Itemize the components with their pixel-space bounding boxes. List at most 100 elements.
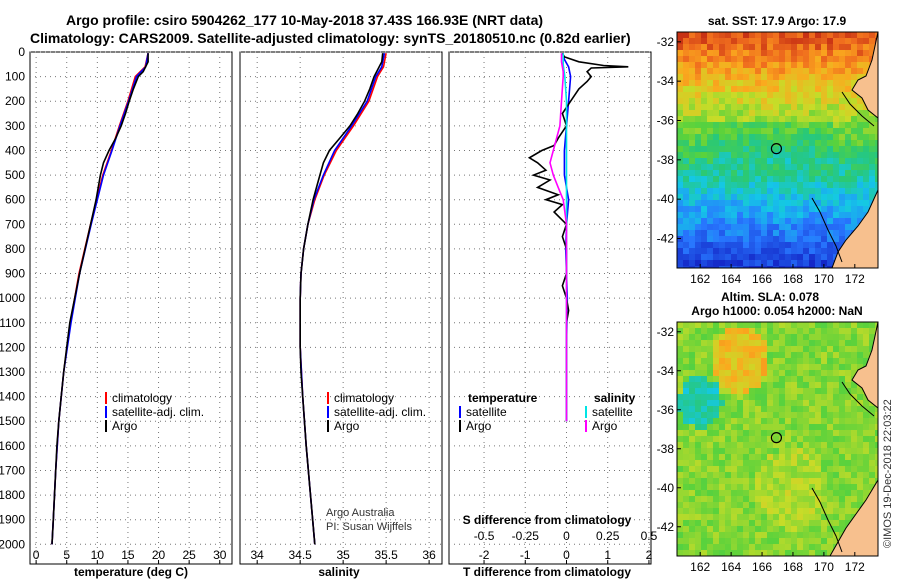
- map-cell: [713, 86, 719, 92]
- map-cell: [833, 388, 839, 394]
- map-cell: [803, 176, 809, 182]
- map-cell: [815, 376, 821, 382]
- map-cell: [863, 478, 869, 484]
- map-cell: [767, 122, 773, 128]
- map-cell: [695, 400, 701, 406]
- map-cell: [701, 478, 707, 484]
- map-cell: [767, 376, 773, 382]
- lat-tick-label: -38: [657, 153, 675, 167]
- map-cell: [755, 496, 761, 502]
- sla-land-south-island: [829, 479, 878, 556]
- map-cell: [857, 62, 863, 68]
- map-cell: [815, 134, 821, 140]
- map-cell: [809, 56, 815, 62]
- map-cell: [797, 544, 803, 550]
- map-cell: [755, 544, 761, 550]
- map-cell: [719, 260, 725, 266]
- map-cell: [767, 194, 773, 200]
- map-cell: [857, 412, 863, 418]
- map-cell: [785, 400, 791, 406]
- map-cell: [737, 266, 743, 268]
- map-cell: [779, 322, 785, 328]
- map-cell: [755, 352, 761, 358]
- map-cell: [737, 200, 743, 206]
- map-cell: [869, 38, 875, 44]
- map-cell: [773, 334, 779, 340]
- map-cell: [677, 382, 683, 388]
- map-cell: [707, 194, 713, 200]
- map-cell: [731, 32, 737, 38]
- map-cell: [713, 152, 719, 158]
- legend-argo: Argo: [112, 419, 138, 433]
- map-cell: [695, 176, 701, 182]
- map-cell: [719, 352, 725, 358]
- map-cell: [761, 260, 767, 266]
- map-cell: [773, 544, 779, 550]
- map-cell: [683, 254, 689, 260]
- map-cell: [803, 454, 809, 460]
- map-cell: [755, 340, 761, 346]
- map-cell: [767, 266, 773, 268]
- map-cell: [743, 388, 749, 394]
- map-cell: [731, 322, 737, 328]
- map-cell: [839, 182, 845, 188]
- map-cell: [845, 490, 851, 496]
- map-cell: [731, 104, 737, 110]
- map-cell: [695, 152, 701, 158]
- map-cell: [695, 92, 701, 98]
- map-cell: [683, 122, 689, 128]
- map-cell: [803, 412, 809, 418]
- map-cell: [821, 212, 827, 218]
- map-cell: [761, 164, 767, 170]
- map-cell: [779, 248, 785, 254]
- map-cell: [839, 104, 845, 110]
- map-cell: [857, 140, 863, 146]
- map-cell: [713, 346, 719, 352]
- map-cell: [875, 448, 878, 454]
- map-cell: [689, 496, 695, 502]
- map-cell: [815, 466, 821, 472]
- map-cell: [725, 248, 731, 254]
- map-cell: [749, 496, 755, 502]
- map-cell: [821, 412, 827, 418]
- map-cell: [773, 370, 779, 376]
- map-cell: [749, 98, 755, 104]
- map-cell: [731, 538, 737, 544]
- map-cell: [749, 322, 755, 328]
- map-cell: [761, 140, 767, 146]
- map-cell: [815, 260, 821, 266]
- map-cell: [719, 206, 725, 212]
- map-cell: [797, 436, 803, 442]
- map-cell: [701, 254, 707, 260]
- map-cell: [827, 50, 833, 56]
- map-cell: [785, 134, 791, 140]
- map-cell: [743, 170, 749, 176]
- map-cell: [773, 406, 779, 412]
- map-cell: [815, 346, 821, 352]
- map-cell: [827, 248, 833, 254]
- map-cell: [743, 50, 749, 56]
- map-cell: [827, 550, 833, 556]
- map-cell: [791, 122, 797, 128]
- map-cell: [815, 520, 821, 526]
- map-cell: [791, 92, 797, 98]
- map-cell: [827, 508, 833, 514]
- map-cell: [785, 230, 791, 236]
- map-cell: [815, 176, 821, 182]
- map-cell: [815, 74, 821, 80]
- map-cell: [749, 44, 755, 50]
- map-cell: [737, 50, 743, 56]
- map-cell: [845, 188, 851, 194]
- map-cell: [755, 358, 761, 364]
- map-cell: [689, 418, 695, 424]
- map-cell: [833, 146, 839, 152]
- map-cell: [809, 418, 815, 424]
- map-cell: [683, 44, 689, 50]
- map-cell: [803, 146, 809, 152]
- map-cell: [707, 478, 713, 484]
- map-cell: [779, 260, 785, 266]
- map-cell: [863, 460, 869, 466]
- map-cell: [761, 490, 767, 496]
- map-cell: [719, 152, 725, 158]
- map-cell: [773, 358, 779, 364]
